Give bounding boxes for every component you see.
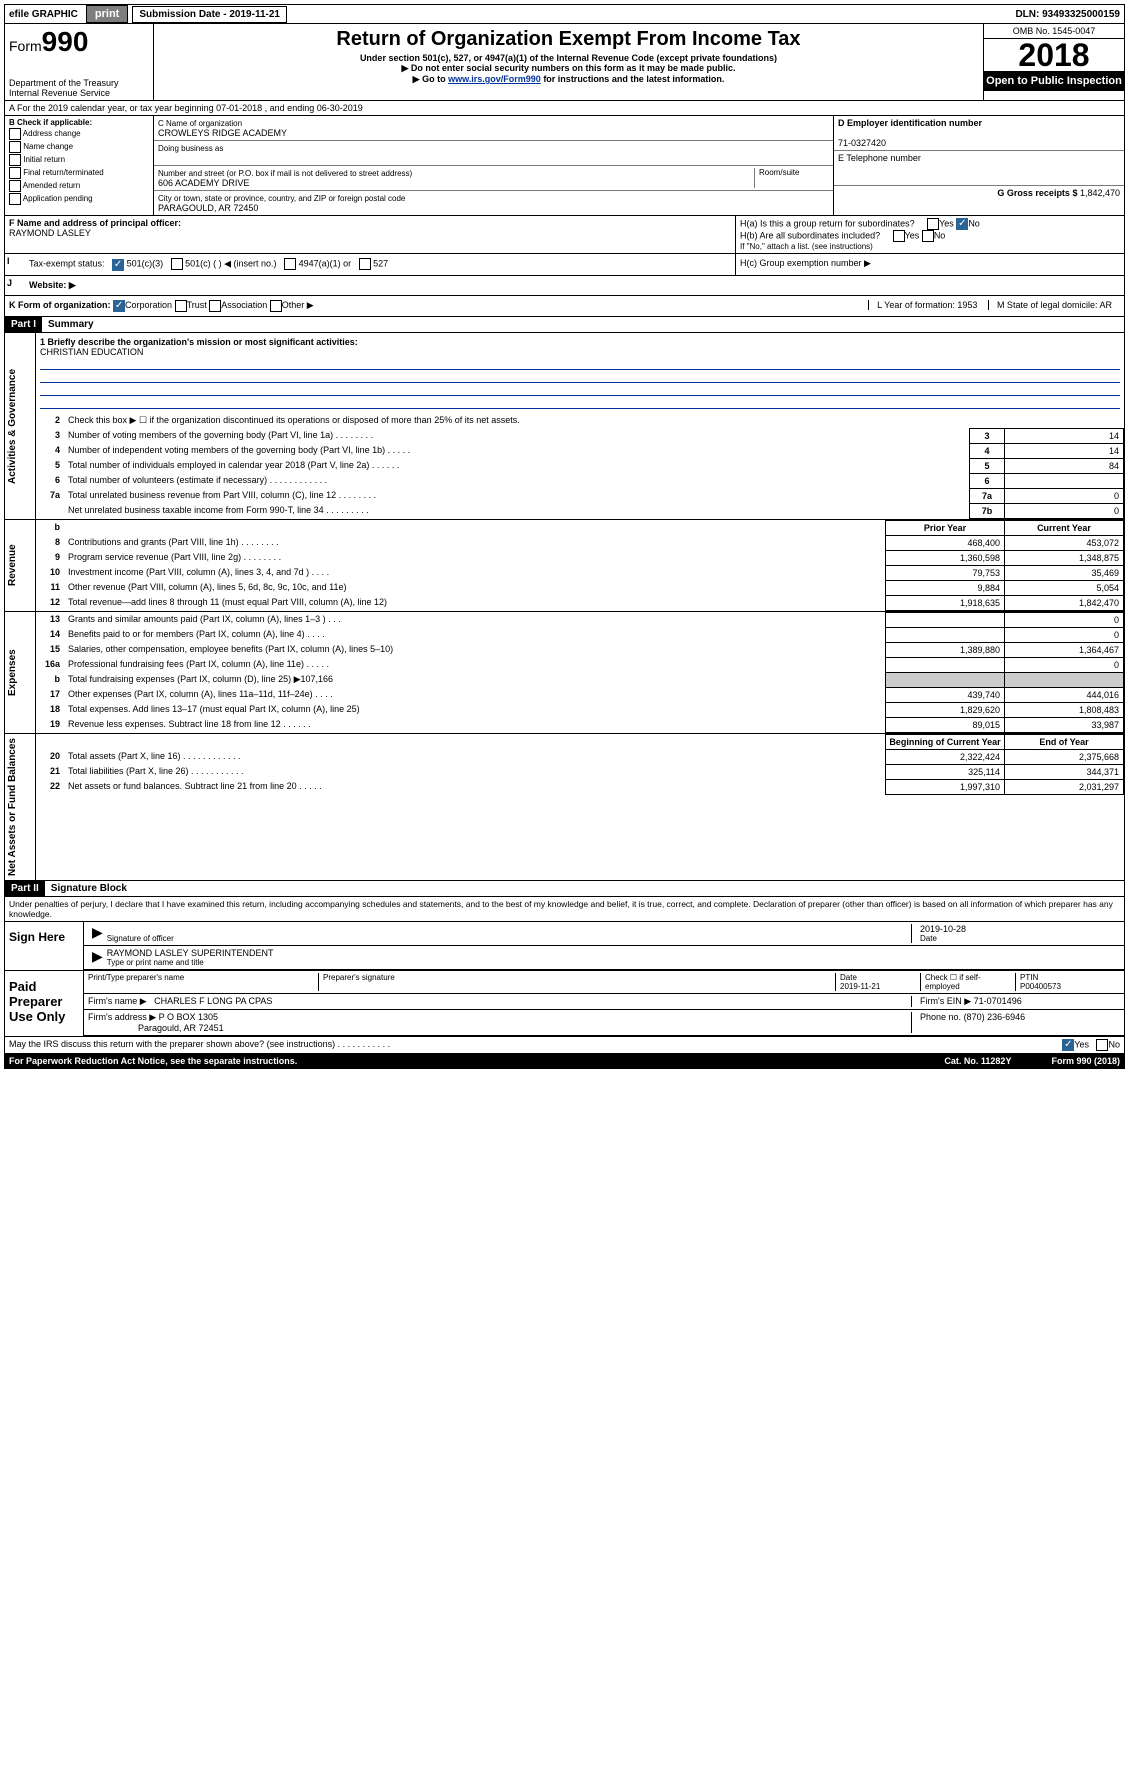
entity-block: B Check if applicable: Address change Na… [4,116,1125,216]
efile-label: efile GRAPHIC [5,9,82,20]
header-right: OMB No. 1545-0047 2018 Open to Public In… [983,24,1124,100]
mission: CHRISTIAN EDUCATION [40,347,143,357]
form-title: Return of Organization Exempt From Incom… [158,28,979,51]
box-de: D Employer identification number 71-0327… [833,116,1124,215]
dept-treasury: Department of the Treasury Internal Reve… [9,78,149,98]
summary-revenue: Revenue b Prior Year Current Year 8Contr… [4,520,1125,612]
part2-header: Part II Signature Block [4,881,1125,897]
line-a: A For the 2019 calendar year, or tax yea… [4,101,1125,116]
submission-date: Submission Date - 2019-11-21 [132,6,287,23]
header-mid: Return of Organization Exempt From Incom… [154,24,983,100]
org-street: 606 ACADEMY DRIVE [158,178,249,188]
form-header: Form990 Department of the Treasury Inter… [4,24,1125,101]
signature-block: Under penalties of perjury, I declare th… [4,897,1125,1037]
footer: For Paperwork Reduction Act Notice, see … [4,1054,1125,1069]
summary-activities: Activities & Governance 1 Briefly descri… [4,333,1125,520]
print-button[interactable]: print [86,5,128,23]
header-left: Form990 Department of the Treasury Inter… [5,24,154,100]
gross-receipts: 1,842,470 [1080,188,1120,198]
row-k: K Form of organization: ✓ Corporation Tr… [4,296,1125,317]
row-fh: F Name and address of principal officer:… [4,216,1125,254]
row-i: I Tax-exempt status: ✓ 501(c)(3) 501(c) … [4,254,1125,275]
org-name: CROWLEYS RIDGE ACADEMY [158,128,287,138]
top-bar: efile GRAPHIC print Submission Date - 20… [4,4,1125,24]
irs-link[interactable]: www.irs.gov/Form990 [448,74,541,84]
officer-name: RAYMOND LASLEY [9,228,91,238]
summary-expenses: Expenses 13Grants and similar amounts pa… [4,612,1125,734]
org-city: PARAGOULD, AR 72450 [158,203,258,213]
box-b: B Check if applicable: Address change Na… [5,116,154,215]
part1-header: Part I Summary [4,317,1125,333]
ein: 71-0327420 [838,138,886,148]
row-j: J Website: ▶ [4,276,1125,296]
discuss-row: May the IRS discuss this return with the… [4,1037,1125,1054]
box-c: C Name of organization CROWLEYS RIDGE AC… [154,116,833,215]
summary-net: Net Assets or Fund Balances Beginning of… [4,734,1125,881]
dln: DLN: 93493325000159 [1015,9,1124,20]
